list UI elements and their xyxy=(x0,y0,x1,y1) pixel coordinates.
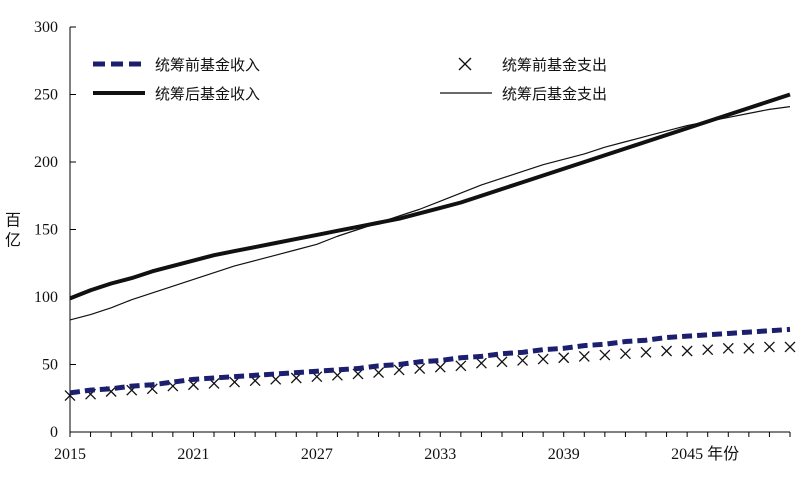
marker-stroke xyxy=(681,345,693,357)
marker-stroke xyxy=(743,342,755,354)
data-point-marker xyxy=(722,342,734,354)
x-tick-label: 2027 xyxy=(301,446,333,463)
marker-stroke xyxy=(619,348,631,360)
marker-stroke xyxy=(105,386,117,397)
x-axis-title: 年份 xyxy=(707,444,739,463)
series-line xyxy=(69,106,791,321)
series-line xyxy=(69,326,791,396)
legend-label: 统筹前基金支出 xyxy=(502,56,607,74)
marker-stroke xyxy=(434,361,446,373)
marker-stroke xyxy=(558,352,570,364)
marker-stroke xyxy=(458,57,472,71)
data-point-marker xyxy=(455,360,467,372)
marker-stroke xyxy=(455,360,467,372)
data-point-marker xyxy=(475,357,487,369)
marker-stroke xyxy=(414,363,426,375)
legend-item-4: 统筹后基金支出 xyxy=(440,85,607,103)
legend-label: 统筹后基金收入 xyxy=(155,85,260,103)
legend-item-2: 统筹前基金支出 xyxy=(458,56,607,74)
y-tick-label: 250 xyxy=(34,87,58,104)
x-tick-label: 2021 xyxy=(177,446,209,463)
y-axis-title-part-1: 百 xyxy=(5,211,21,230)
data-point-marker xyxy=(681,345,693,357)
marker-stroke xyxy=(578,350,590,362)
marker-stroke xyxy=(373,367,385,379)
marker-stroke xyxy=(208,377,220,389)
axes: 0 50 100 150 200 250 300 2015 2021 2027 2033 2039 20… xyxy=(34,19,791,463)
marker-stroke xyxy=(784,341,796,353)
data-point-marker xyxy=(496,356,508,368)
marker-stroke xyxy=(702,344,714,356)
data-point-marker xyxy=(414,363,426,375)
marker-stroke xyxy=(517,354,529,366)
data-point-marker xyxy=(640,346,652,358)
series-layer xyxy=(64,92,796,402)
y-tick-label: 100 xyxy=(34,289,58,306)
marker-stroke xyxy=(661,345,673,357)
marker-stroke xyxy=(640,346,652,358)
legend-item-1: 统筹前基金收入 xyxy=(93,56,260,74)
data-point-marker xyxy=(763,341,775,353)
marker-stroke xyxy=(496,356,508,368)
data-point-marker xyxy=(517,354,529,366)
y-tick-label: 50 xyxy=(42,357,58,374)
marker-stroke xyxy=(763,341,775,353)
series-3 xyxy=(69,92,791,301)
series-4 xyxy=(69,106,791,321)
data-point-marker xyxy=(702,344,714,356)
data-point-marker xyxy=(578,350,590,362)
data-point-marker xyxy=(743,342,755,354)
data-point-marker xyxy=(599,349,611,361)
x-tick-label: 2033 xyxy=(424,446,456,463)
legend-label: 统筹后基金支出 xyxy=(502,85,607,103)
x-tick-label: 2045 xyxy=(671,446,703,463)
marker-stroke xyxy=(311,371,323,383)
data-point-marker xyxy=(558,352,570,364)
legend-label: 统筹前基金收入 xyxy=(155,56,260,74)
y-tick-label: 150 xyxy=(34,222,58,239)
marker-stroke xyxy=(146,383,158,395)
marker-stroke xyxy=(537,353,549,365)
y-axis-title-part-2: 亿 xyxy=(5,231,21,250)
data-point-marker xyxy=(373,367,385,379)
marker-stroke xyxy=(475,357,487,369)
y-tick-label: 200 xyxy=(34,154,58,171)
y-tick-label: 300 xyxy=(34,19,58,36)
x-tick-label: 2039 xyxy=(548,446,580,463)
series-2 xyxy=(64,341,796,402)
data-point-marker xyxy=(434,361,446,373)
marker-stroke xyxy=(599,349,611,361)
series-line xyxy=(69,92,791,301)
legend-item-3: 统筹后基金收入 xyxy=(93,85,260,103)
data-point-marker xyxy=(661,345,673,357)
data-point-marker xyxy=(784,341,796,353)
y-tick-label: 0 xyxy=(50,424,58,441)
legend-marker xyxy=(458,57,472,71)
data-point-marker xyxy=(537,353,549,365)
marker-stroke xyxy=(270,373,282,385)
series-1 xyxy=(69,326,791,396)
x-tick-label: 2015 xyxy=(54,446,86,463)
marker-stroke xyxy=(722,342,734,354)
data-point-marker xyxy=(619,348,631,360)
